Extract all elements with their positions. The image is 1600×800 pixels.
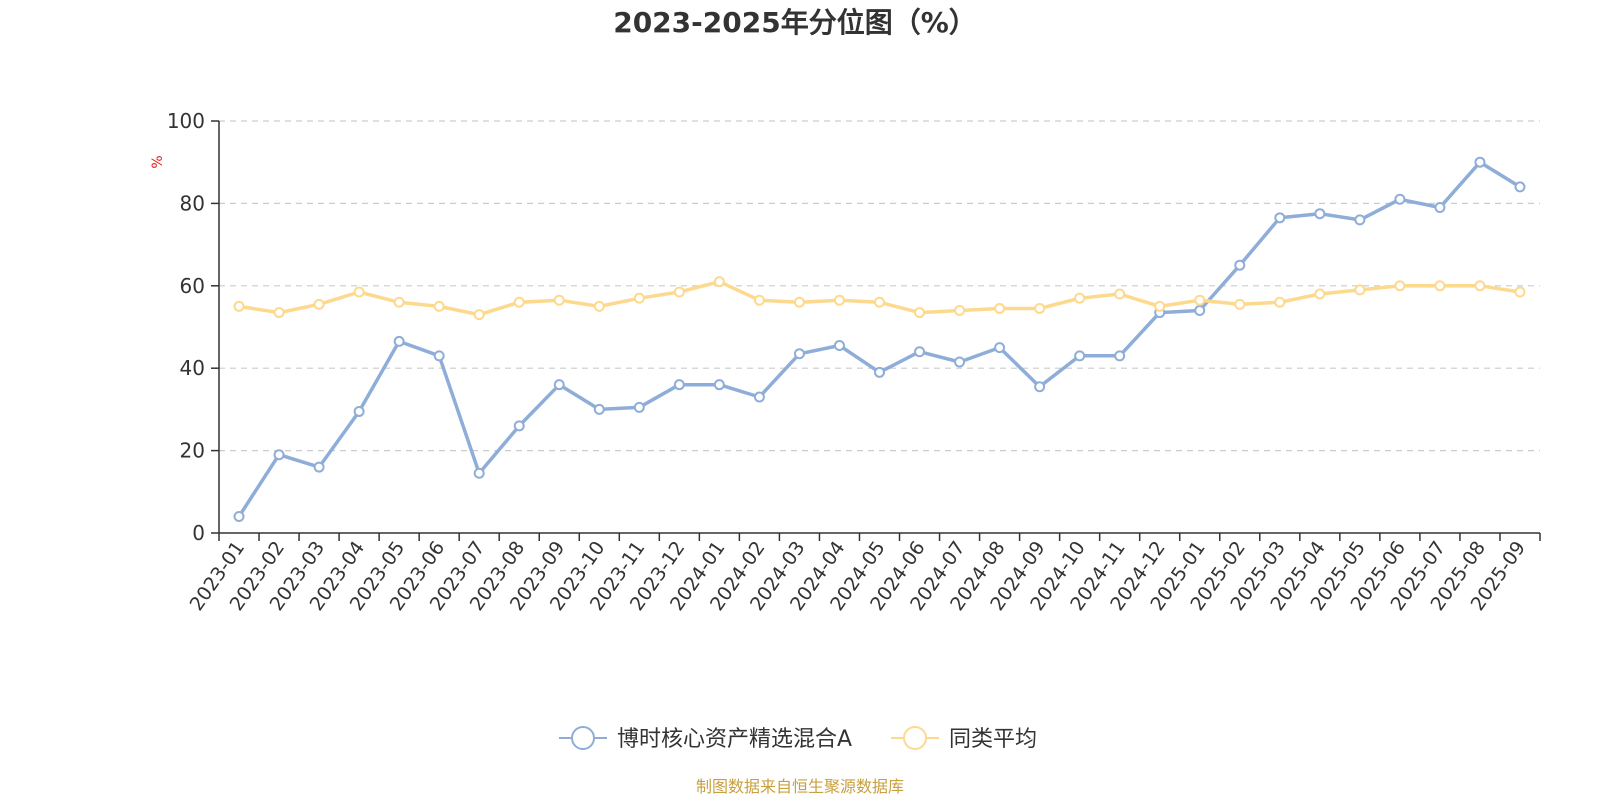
series-2-point <box>713 276 725 288</box>
series-1-point <box>954 356 966 368</box>
legend-label-2: 同类平均 <box>949 727 1037 752</box>
y-tick-label: 20 <box>180 439 205 463</box>
series-1-point <box>1034 381 1046 393</box>
series-1-point <box>753 391 765 403</box>
source-note: 制图数据来自恒生聚源数据库 <box>696 777 904 796</box>
legend-swatch-marker-2 <box>903 726 927 750</box>
series-1-point <box>1194 305 1206 317</box>
series-1-point <box>1434 202 1446 214</box>
series-1-point <box>1314 208 1326 220</box>
series-1-point <box>433 350 445 362</box>
series-1-point <box>994 342 1006 354</box>
legend-swatch-marker-1 <box>571 726 595 750</box>
series-1-point <box>793 348 805 360</box>
series-1-point <box>553 379 565 391</box>
series-1-point <box>593 403 605 415</box>
series-2-point <box>1114 288 1126 300</box>
series-1-point <box>1514 181 1526 193</box>
legend: 博时核心资产精选混合A 同类平均 <box>559 726 1037 752</box>
series-2-point <box>914 307 926 319</box>
series-1-point <box>1114 350 1126 362</box>
series-2-point <box>273 307 285 319</box>
series-2-point <box>994 302 1006 314</box>
series-2-point <box>433 300 445 312</box>
legend-label-1: 博时核心资产精选混合A <box>617 727 852 752</box>
series-1-point <box>1074 350 1086 362</box>
series-2-point <box>233 300 245 312</box>
series-2-point <box>1474 280 1486 292</box>
series-2-point <box>833 294 845 306</box>
series-2-point <box>393 296 405 308</box>
series-2-point <box>1154 300 1166 312</box>
series-2-point <box>313 298 325 310</box>
series-1-point <box>633 401 645 413</box>
series-2-point <box>1194 294 1206 306</box>
series-1-point <box>353 405 365 417</box>
series-2-point <box>954 305 966 317</box>
series-2-point <box>353 286 365 298</box>
series-2-point <box>593 300 605 312</box>
y-tick-label: 60 <box>180 274 205 298</box>
series-2-point <box>1274 296 1286 308</box>
grid-lines <box>219 120 1540 452</box>
series-1-point <box>914 346 926 358</box>
series-2-point <box>1234 298 1246 310</box>
y-axis-ticks: 0 20 40 60 80 100 <box>167 109 205 545</box>
series-1-point <box>393 335 405 347</box>
series-2-point <box>633 292 645 304</box>
chart-title: 2023-2025年分位图（%） <box>613 6 977 39</box>
series-2-point <box>513 296 525 308</box>
series-2-point <box>1394 280 1406 292</box>
series-2-point <box>874 296 885 308</box>
series-2-point <box>753 294 765 306</box>
y-tick-label: 40 <box>180 356 205 380</box>
series-1-point <box>273 449 285 461</box>
series-1-point <box>313 461 325 473</box>
series-1-point <box>1394 193 1406 205</box>
series-line-1 <box>237 160 1521 518</box>
series-1-point <box>833 340 845 352</box>
series-2-point <box>1354 284 1366 296</box>
y-tick-label: 0 <box>192 521 205 545</box>
series-1-point <box>1274 212 1286 224</box>
y-tick-label: 80 <box>180 191 205 215</box>
series-1-point <box>713 379 725 391</box>
series-2-point <box>473 309 485 321</box>
series-1-point <box>1234 259 1246 271</box>
series-1-point <box>1474 156 1486 168</box>
series-2-point <box>553 294 565 306</box>
series-group <box>233 156 1526 523</box>
series-1-point <box>874 366 885 378</box>
y-axis-unit: % <box>150 155 166 168</box>
x-axis-ticks: 2023-012023-022023-032023-042023-052023-… <box>186 537 1531 615</box>
y-tick-label: 100 <box>167 109 205 133</box>
series-1-point <box>233 511 245 523</box>
axes <box>211 120 1541 541</box>
series-1-point <box>473 467 485 479</box>
series-2-point <box>1514 286 1526 298</box>
series-1-point <box>673 379 685 391</box>
series-2-point <box>793 296 805 308</box>
series-2-point <box>1314 288 1326 300</box>
series-1-point <box>1354 214 1366 226</box>
series-1-point <box>513 420 525 432</box>
series-2-point <box>1434 280 1446 292</box>
series-2-point <box>1074 292 1086 304</box>
series-2-point <box>1034 302 1046 314</box>
series-2-point <box>673 286 685 298</box>
